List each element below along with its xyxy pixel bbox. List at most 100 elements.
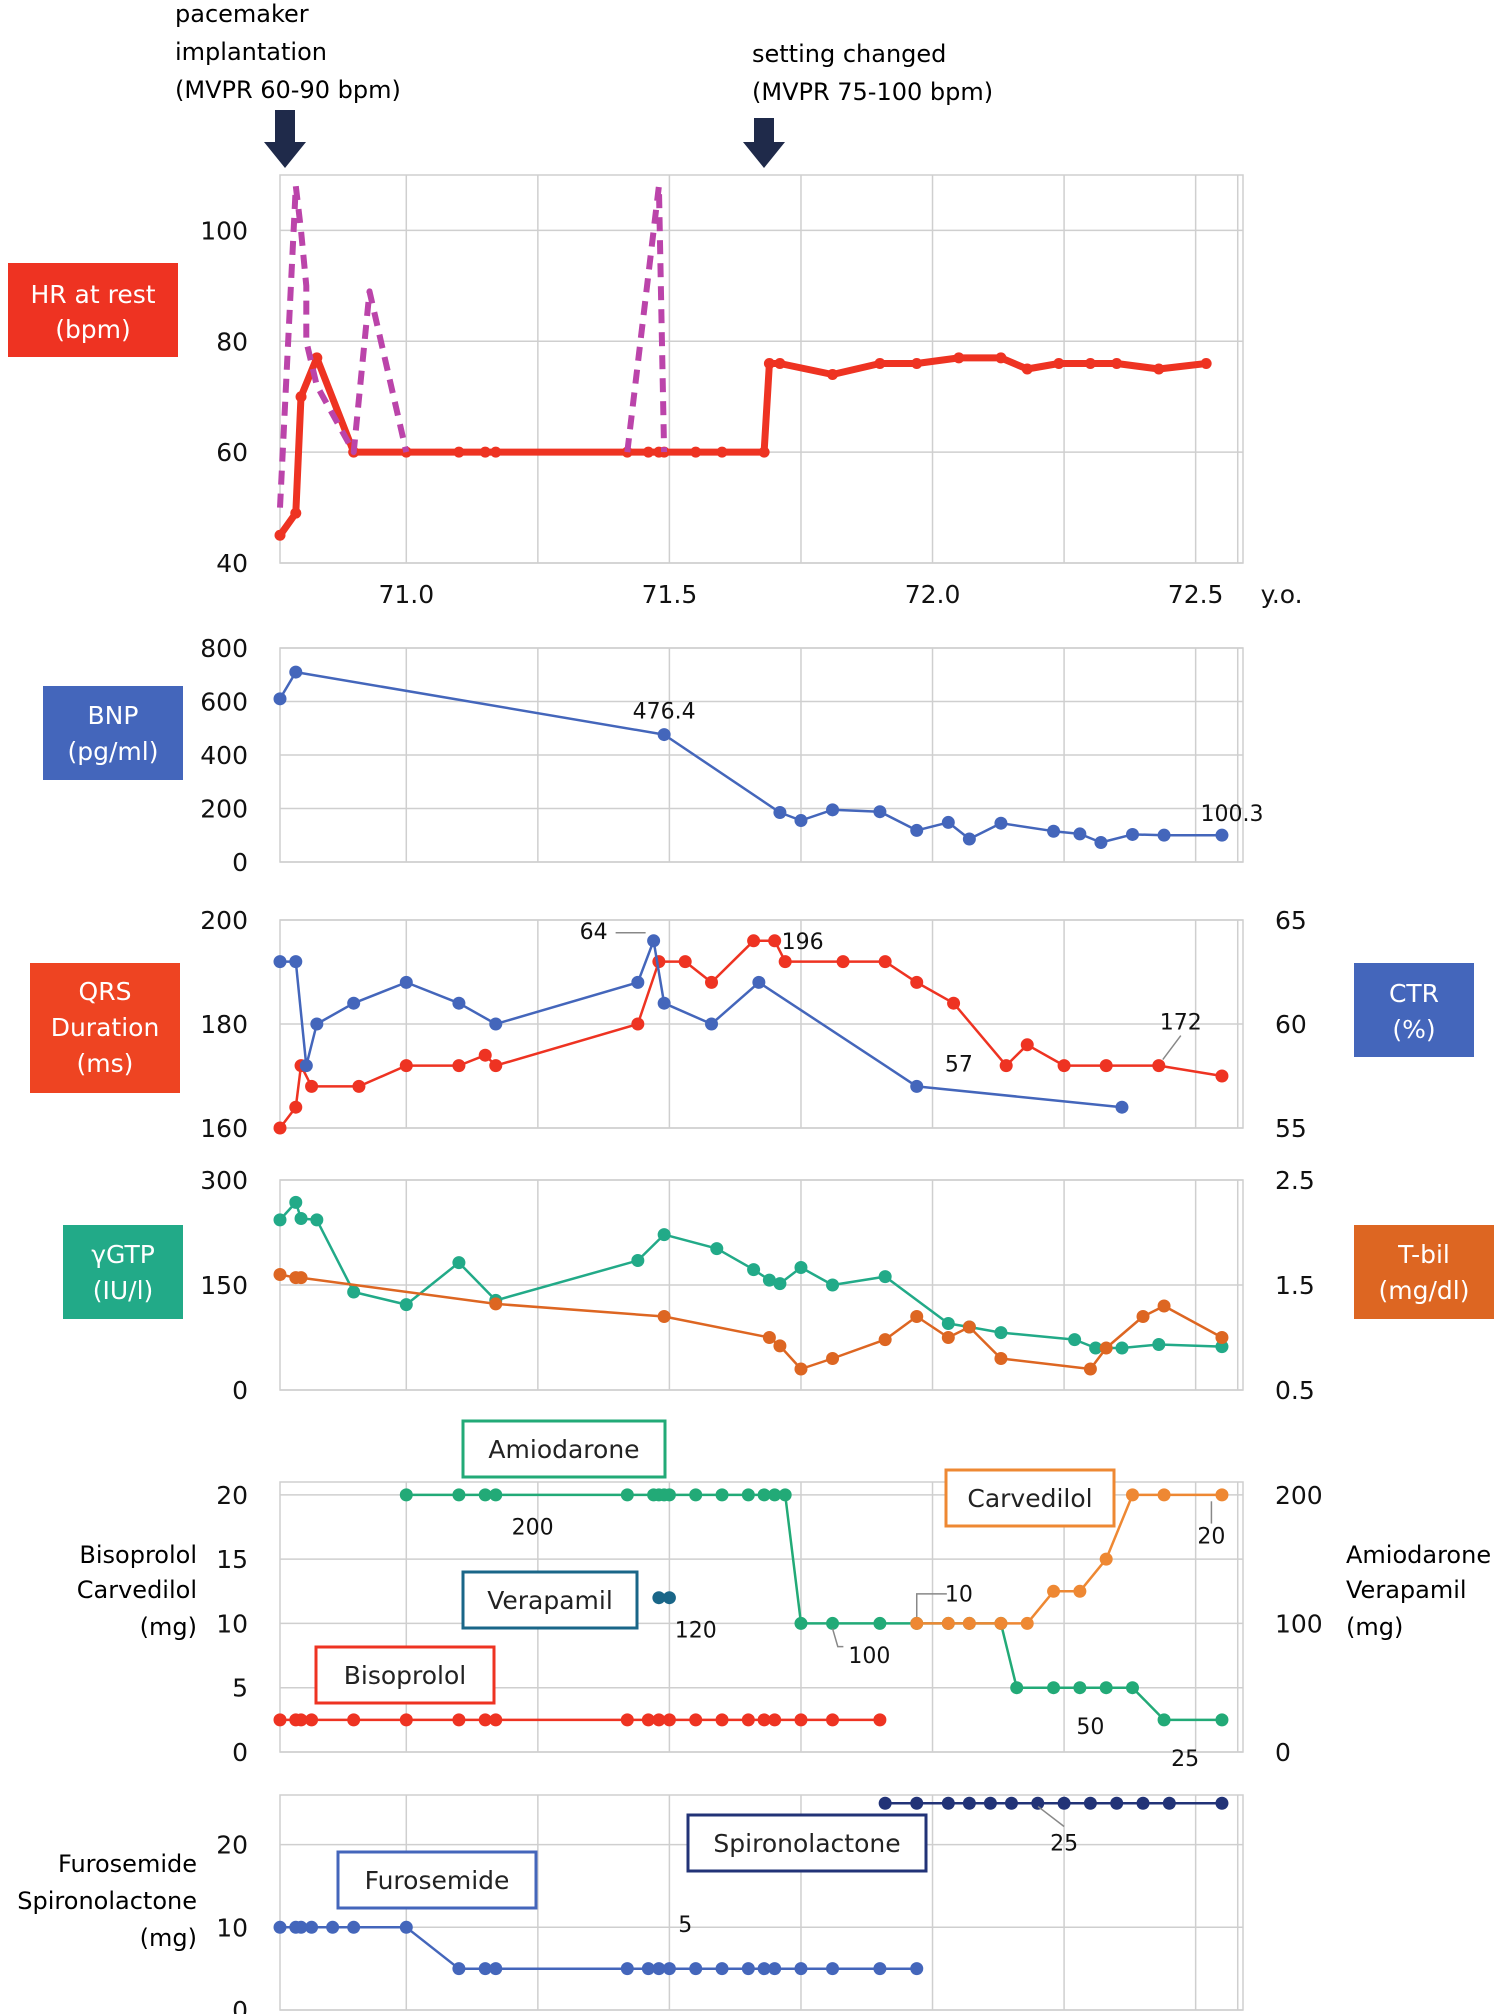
data-point: [715, 1488, 729, 1502]
data-label: 64: [580, 920, 608, 945]
data-point: [1215, 1069, 1229, 1083]
x-tick-label: 72.5: [1168, 580, 1224, 609]
data-point: [826, 1352, 840, 1365]
meds1-left-line3: (mg): [140, 1613, 197, 1641]
event-pacemaker-line1: pacemaker: [175, 0, 309, 28]
data-point: [1020, 1616, 1034, 1630]
data-point: [941, 815, 955, 829]
data-point: [773, 1277, 787, 1291]
y-tick-label: 5: [232, 1674, 248, 1703]
data-point: [994, 1616, 1008, 1630]
data-point: [352, 1079, 366, 1093]
data-label: 57: [945, 1052, 973, 1077]
data-point: [642, 446, 654, 458]
data-point: [1136, 1796, 1150, 1810]
data-point: [768, 1488, 782, 1502]
data-point: [773, 1339, 787, 1353]
data-point: [1073, 1584, 1087, 1598]
y-tick-label: 300: [200, 1166, 248, 1195]
y-tick-label-right: 100: [1275, 1609, 1323, 1638]
data-point: [1152, 1338, 1166, 1351]
event-pacemaker: pacemaker implantation (MVPR 60-90 bpm): [175, 0, 401, 168]
data-point: [741, 1962, 755, 1976]
y-tick-label: 160: [200, 1114, 248, 1143]
y-tick-label: 60: [216, 438, 248, 467]
data-point: [774, 357, 786, 369]
data-point: [478, 1488, 492, 1502]
qrs-label-line1: QRS: [79, 977, 132, 1006]
data-point: [657, 1310, 671, 1323]
verapamil-box: Verapamil: [461, 1570, 639, 1630]
data-point: [1020, 1038, 1034, 1052]
series-line-furosemide: [280, 1926, 917, 1970]
data-point: [962, 832, 976, 846]
data-point: [289, 1100, 303, 1114]
ctr-label-box: CTR (%): [1354, 963, 1474, 1057]
data-point: [1047, 1584, 1061, 1598]
data-point: [347, 1285, 361, 1299]
data-point: [826, 1962, 840, 1976]
y-tick-label: 0: [232, 848, 248, 877]
y-tick-label: 20: [216, 1481, 248, 1510]
data-point: [1152, 1059, 1166, 1073]
x-tick-label: 72.0: [905, 580, 961, 609]
event-pacemaker-line3: (MVPR 60-90 bpm): [175, 76, 401, 104]
data-point: [294, 1271, 308, 1285]
series-line-bnp: [278, 670, 1222, 844]
data-point: [347, 996, 361, 1010]
data-point: [741, 1488, 755, 1502]
qrs-label-line2: Duration: [51, 1013, 160, 1042]
bisoprolol-box: Bisoprolol: [314, 1645, 496, 1705]
data-point: [873, 1962, 887, 1976]
data-point: [1215, 828, 1229, 842]
y-tick-label: 400: [200, 741, 248, 770]
data-point: [1110, 1796, 1124, 1810]
data-point: [1099, 1059, 1113, 1073]
data-point: [941, 1331, 955, 1344]
data-label: 25: [1171, 1747, 1199, 1772]
leader-line: [1037, 1805, 1065, 1828]
data-point: [289, 665, 303, 679]
data-point: [273, 1121, 287, 1135]
panel-hr: 40 60 80 100 71.0 71.5 72.0 72.5 y.o.: [200, 174, 1303, 609]
data-point: [662, 1488, 676, 1502]
leader-line: [915, 1593, 947, 1617]
data-point: [827, 369, 839, 381]
data-point: [662, 1591, 676, 1605]
data-point: [294, 1713, 308, 1727]
data-point: [305, 1920, 319, 1934]
data-label: 5: [678, 1913, 692, 1938]
data-point: [910, 1796, 924, 1810]
x-axis-label: y.o.: [1261, 580, 1303, 609]
data-point: [768, 1713, 782, 1727]
y-tick-label: 180: [200, 1010, 248, 1039]
data-point: [1215, 1331, 1229, 1344]
furosemide-label: Furosemide: [365, 1866, 510, 1895]
data-point: [1099, 1341, 1113, 1355]
amiodarone-label: Amiodarone: [488, 1435, 639, 1464]
data-point: [452, 1713, 466, 1727]
data-point: [489, 1713, 503, 1727]
data-point: [794, 1616, 808, 1630]
data-point: [1021, 363, 1033, 375]
data-point: [910, 1616, 924, 1630]
data-point: [826, 1713, 840, 1727]
data-point: [295, 391, 307, 403]
data-point: [305, 1713, 319, 1727]
y-tick-label: 15: [216, 1545, 248, 1574]
data-point: [1094, 835, 1108, 849]
panel-bnp: 0 200 400 600 800 476.4 100.3: [200, 634, 1263, 877]
data-point: [873, 1616, 887, 1630]
data-point: [489, 1059, 503, 1073]
data-point: [947, 996, 961, 1010]
data-point: [1068, 1333, 1082, 1347]
plot-frame: [279, 174, 1244, 564]
data-point: [479, 446, 491, 458]
data-point: [762, 1331, 776, 1344]
qrs-label-line3: (ms): [77, 1049, 134, 1078]
panel-liver: 0 150 300 0.5 1.5 2.5: [200, 1166, 1314, 1405]
data-point: [705, 975, 719, 989]
data-point: [310, 1017, 324, 1031]
y-tick-label-right: 0.5: [1275, 1376, 1315, 1405]
